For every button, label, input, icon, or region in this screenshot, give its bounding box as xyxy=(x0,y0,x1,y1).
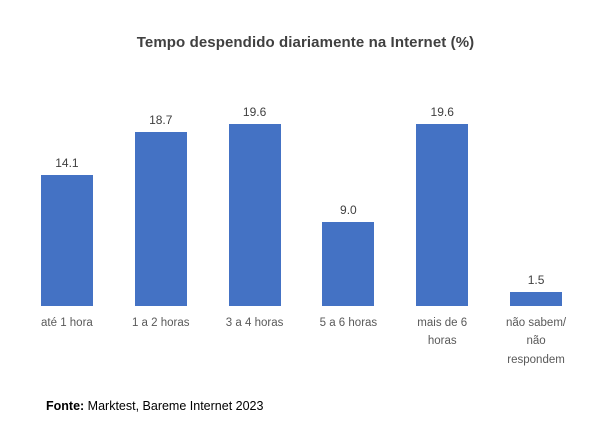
bar xyxy=(322,222,375,306)
bar-column: 1.5 xyxy=(489,96,583,306)
category-label: até 1 hora xyxy=(41,317,93,329)
bar-column: 9.0 xyxy=(301,96,395,306)
category-label: 5 a 6 horas xyxy=(319,317,378,329)
bar-column: 14.1 xyxy=(20,96,114,306)
bar-value-label: 19.6 xyxy=(242,104,267,119)
category-label: 1 a 2 horas xyxy=(131,317,190,329)
bar-column: 18.7 xyxy=(114,96,208,306)
category-label: 3 a 4 horas xyxy=(225,317,284,329)
category-axis: até 1 hora 1 a 2 horas 3 a 4 horas 5 a 6 ho… xyxy=(20,314,583,369)
bar xyxy=(134,132,187,306)
chart-source-text: Marktest, Bareme Internet 2023 xyxy=(84,399,264,413)
category-label: mais de 6 horas xyxy=(417,317,468,348)
chart-title: Tempo despendido diariamente na Internet… xyxy=(136,34,475,51)
category-label: não sabem/ não respondem xyxy=(506,317,567,366)
bar-value-label: 18.7 xyxy=(149,113,173,128)
chart-source: Fonte: Marktest, Bareme Internet 2023 xyxy=(46,399,263,413)
bar xyxy=(510,292,563,306)
bar-value-label: 9.0 xyxy=(340,203,357,218)
bar xyxy=(228,123,281,306)
bar-column: 19.6 xyxy=(208,96,302,306)
bar-value-label: 19.6 xyxy=(430,104,454,119)
chart-source-label: Fonte: xyxy=(46,399,85,413)
bar-column: 19.6 xyxy=(395,96,489,306)
plot-area: 14.1 18.7 19.6 9.0 19.6 1.5 xyxy=(20,96,583,306)
bar xyxy=(416,123,469,306)
bar xyxy=(40,174,93,306)
bar-value-label: 1.5 xyxy=(527,273,545,288)
bar-value-label: 14.1 xyxy=(55,155,79,170)
